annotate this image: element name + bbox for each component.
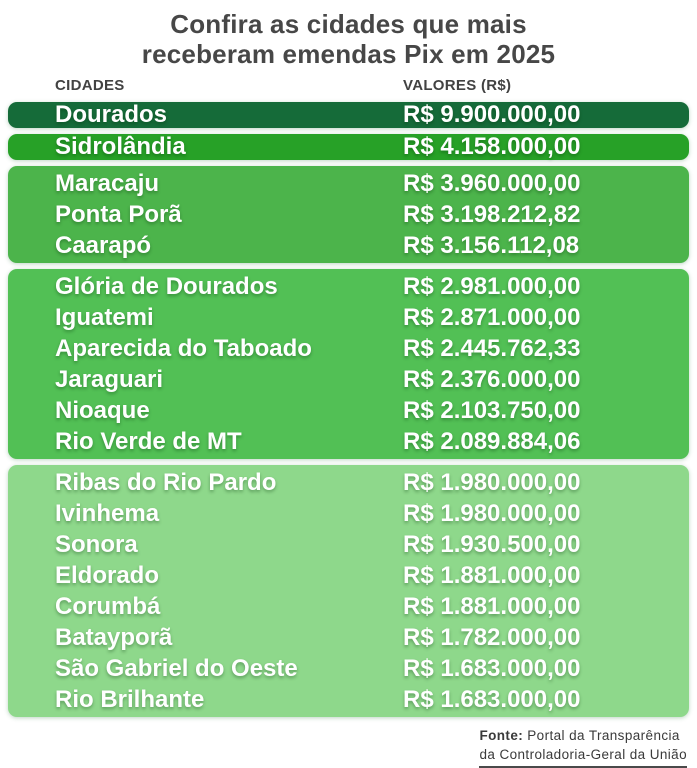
table-row: Rio Brilhante R$ 1.683.000,00 <box>8 684 689 715</box>
city-value: R$ 2.103.750,00 <box>403 396 581 424</box>
city-value: R$ 2.376.000,00 <box>403 365 581 393</box>
city-name: Glória de Dourados <box>55 272 278 300</box>
city-value: R$ 1.881.000,00 <box>403 592 581 620</box>
city-value: R$ 2.981.000,00 <box>403 272 581 300</box>
city-value: R$ 4.158.000,00 <box>403 133 581 161</box>
table-row: Glória de Dourados R$ 2.981.000,00 <box>8 271 689 302</box>
city-name: Nioaque <box>55 396 150 424</box>
table-row: Ribas do Rio Pardo R$ 1.980.000,00 <box>8 467 689 498</box>
table-row: Caarapó R$ 3.156.112,08 <box>8 230 689 261</box>
city-name: São Gabriel do Oeste <box>55 654 298 682</box>
city-name: Ponta Porã <box>55 200 182 228</box>
city-name: Maracaju <box>55 169 160 197</box>
title-line-2: receberam emendas Pix em 2025 <box>141 39 556 70</box>
table-row: Iguatemi R$ 2.871.000,00 <box>8 302 689 333</box>
source-line-1: Fonte: Portal da Transparência <box>479 727 687 746</box>
city-name: Rio Verde de MT <box>55 427 242 455</box>
city-value: R$ 1.683.000,00 <box>403 685 581 713</box>
source-line-2: da Controladoria-Geral da União <box>479 746 687 768</box>
table-row: Ponta Porã R$ 3.198.212,82 <box>8 199 689 230</box>
city-value: R$ 9.900.000,00 <box>403 101 581 129</box>
source-label: Fonte: <box>479 728 524 743</box>
table-row: Sonora R$ 1.930.500,00 <box>8 529 689 560</box>
city-name: Ivinhema <box>55 499 160 527</box>
city-name: Eldorado <box>55 561 160 589</box>
source-note: Fonte: Portal da Transparência da Contro… <box>479 727 687 768</box>
table-row: Nioaque R$ 2.103.750,00 <box>8 395 689 426</box>
table-body: Dourados R$ 9.900.000,00 Sidrolândia R$ 4.1… <box>8 101 689 718</box>
city-name: Caarapó <box>55 231 152 259</box>
column-header-values: VALORES (R$) <box>403 77 512 95</box>
table-row: Sidrolândia R$ 4.158.000,00 <box>8 133 689 161</box>
city-value: R$ 1.683.000,00 <box>403 654 581 682</box>
city-name: Ribas do Rio Pardo <box>55 468 277 496</box>
table-row: Aparecida do Taboado R$ 2.445.762,33 <box>8 333 689 364</box>
row-group-3: Maracaju R$ 3.960.000,00 Ponta Porã R$ 3.19… <box>8 166 689 264</box>
page-title: Confira as cidades que mais receberam em… <box>0 0 697 69</box>
table-row: Jaraguari R$ 2.376.000,00 <box>8 364 689 395</box>
row-group-4: Glória de Dourados R$ 2.981.000,00 Iguatem… <box>8 269 689 460</box>
city-value: R$ 2.871.000,00 <box>403 303 581 331</box>
city-name: Rio Brilhante <box>55 685 205 713</box>
city-name: Batayporã <box>55 623 173 651</box>
city-value: R$ 1.881.000,00 <box>403 561 581 589</box>
city-value: R$ 1.930.500,00 <box>403 530 581 558</box>
city-value: R$ 3.156.112,08 <box>403 231 580 259</box>
city-name: Jaraguari <box>55 365 164 393</box>
city-name: Sonora <box>55 530 138 558</box>
table-row: São Gabriel do Oeste R$ 1.683.000,00 <box>8 653 689 684</box>
city-name: Corumbá <box>55 592 161 620</box>
city-name: Sidrolândia <box>55 133 186 161</box>
city-value: R$ 2.089.884,06 <box>403 427 581 455</box>
city-name: Iguatemi <box>55 303 154 331</box>
city-value: R$ 3.960.000,00 <box>403 169 581 197</box>
row-group-5: Ribas do Rio Pardo R$ 1.980.000,00 Ivinhem… <box>8 465 689 718</box>
title-line-1: Confira as cidades que mais <box>170 9 527 39</box>
table-row: Ivinhema R$ 1.980.000,00 <box>8 498 689 529</box>
row-group-2: Sidrolândia R$ 4.158.000,00 <box>8 133 689 161</box>
table-row: Batayporã R$ 1.782.000,00 <box>8 622 689 653</box>
table-row: Maracaju R$ 3.960.000,00 <box>8 168 689 199</box>
city-value: R$ 1.782.000,00 <box>403 623 581 651</box>
city-name: Aparecida do Taboado <box>55 334 312 362</box>
table-row: Dourados R$ 9.900.000,00 <box>8 101 689 129</box>
city-value: R$ 3.198.212,82 <box>403 200 581 228</box>
column-header-cities: CIDADES <box>55 77 125 95</box>
table-row: Rio Verde de MT R$ 2.089.884,06 <box>8 426 689 457</box>
city-value: R$ 1.980.000,00 <box>403 468 581 496</box>
table-row: Eldorado R$ 1.881.000,00 <box>8 560 689 591</box>
city-value: R$ 1.980.000,00 <box>403 499 581 527</box>
row-group-1: Dourados R$ 9.900.000,00 <box>8 101 689 129</box>
source-text-1: Portal da Transparência <box>527 728 680 743</box>
table-header-row: CIDADES VALORES (R$) <box>0 76 697 96</box>
table-row: Corumbá R$ 1.881.000,00 <box>8 591 689 622</box>
city-value: R$ 2.445.762,33 <box>403 334 581 362</box>
city-name: Dourados <box>55 101 168 129</box>
